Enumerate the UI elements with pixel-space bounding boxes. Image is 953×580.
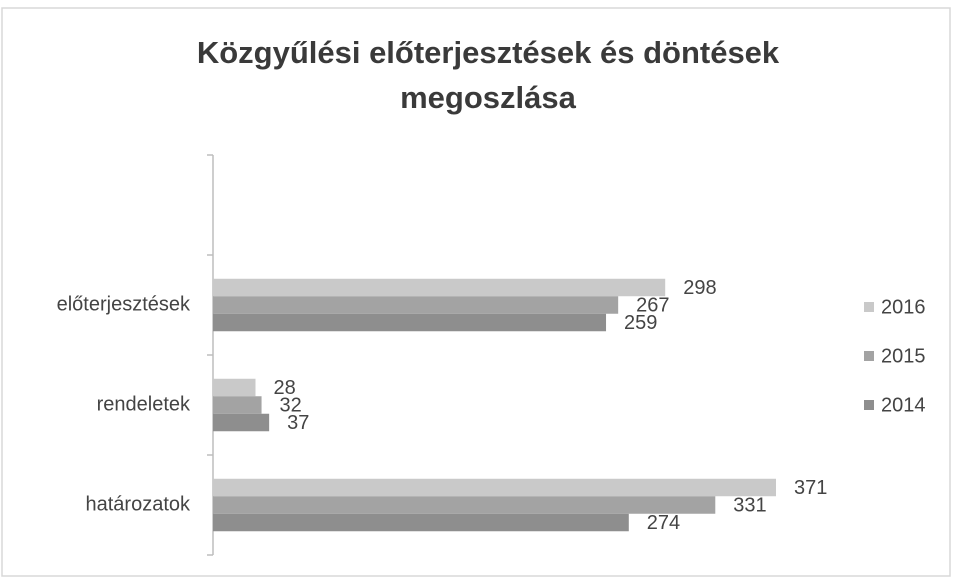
legend-label: 2015 [881, 345, 926, 367]
data-label: 274 [647, 512, 680, 534]
data-label: 331 [733, 494, 766, 516]
bar [213, 313, 607, 332]
bar [213, 478, 776, 497]
data-label: 259 [624, 312, 657, 334]
legend-swatch [864, 302, 874, 312]
bar [213, 296, 619, 314]
data-label: 28 [273, 377, 295, 399]
bar [213, 278, 666, 297]
y-tick-label: határozatok [85, 493, 191, 515]
chart-title: Közgyűlési előterjesztések és döntések m… [196, 35, 780, 115]
chart-border [1, 7, 951, 577]
legend-swatch [864, 400, 874, 410]
y-tick-label: előterjesztések [57, 293, 191, 315]
data-label: 267 [636, 294, 669, 316]
legend-label: 2016 [881, 296, 926, 318]
data-label: 32 [280, 394, 302, 416]
legend-label: 2014 [881, 394, 926, 416]
data-label: 298 [683, 277, 716, 299]
bar [213, 513, 629, 532]
bar [213, 413, 270, 432]
y-tick-label: rendeletek [97, 393, 191, 415]
bar [213, 496, 716, 514]
bar [213, 378, 256, 397]
data-label: 371 [794, 477, 827, 499]
data-label: 37 [287, 412, 309, 434]
bar [213, 396, 262, 414]
legend-swatch [864, 351, 874, 361]
